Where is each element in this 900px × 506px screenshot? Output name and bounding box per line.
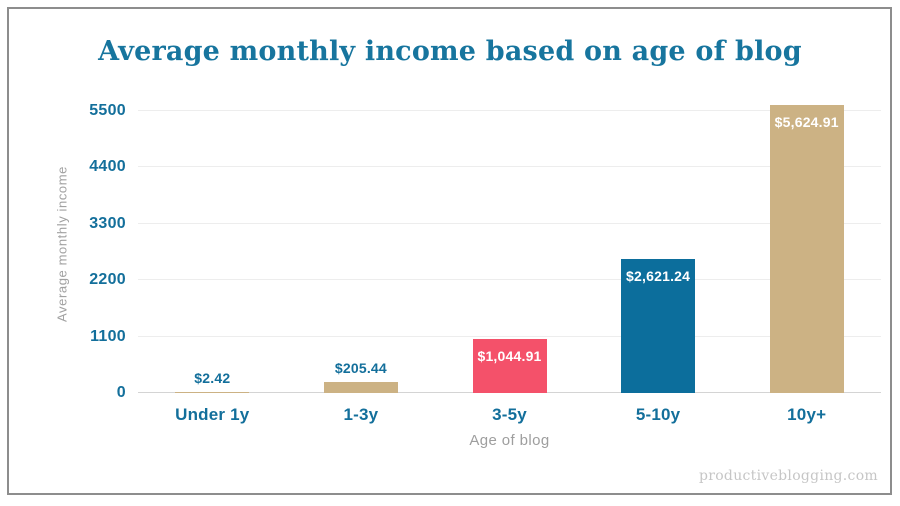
bar-under-1y — [175, 391, 250, 393]
y-tick-label: 2200 — [89, 271, 126, 289]
bar-10y- — [769, 104, 844, 393]
y-tick-label: 1100 — [90, 327, 126, 345]
bar-value-label: $5,624.91 — [774, 113, 839, 130]
bar-value-label: $2.42 — [194, 369, 231, 386]
bar-3-5y — [472, 339, 547, 393]
gridline — [138, 279, 881, 281]
gridline — [138, 110, 881, 111]
plot-area: 0 1100 2200 3300 4400 5500 $2.42 Under 1y $205.4… — [89, 95, 881, 424]
x-tick-label: 10y+ — [787, 405, 827, 424]
y-axis-title: Average monthly income — [54, 165, 70, 323]
bar-5-10y — [621, 258, 696, 393]
gridline — [138, 335, 881, 337]
bar-value-label: $205.44 — [334, 360, 387, 377]
gridline — [138, 222, 881, 224]
bar-1-3y — [323, 382, 398, 393]
x-tick-label: Under 1y — [175, 405, 250, 424]
x-tick-label: 5-10y — [635, 405, 681, 424]
x-tick-label: 3-5y — [492, 405, 527, 424]
y-tick-label: 4400 — [89, 158, 126, 176]
watermark: productiveblogging.com — [698, 468, 878, 484]
bar-value-label: $1,044.91 — [477, 348, 542, 365]
bar-value-label: $2,621.24 — [626, 267, 691, 284]
gridline — [138, 166, 881, 168]
y-tick-label: 5500 — [89, 102, 126, 119]
x-tick-label: 1-3y — [343, 405, 379, 424]
x-axis-title: Age of blog — [469, 432, 550, 449]
chart-title: Average monthly income based on age of b… — [98, 36, 802, 67]
y-tick-label: 0 — [116, 384, 126, 401]
y-tick-label: 3300 — [89, 214, 126, 232]
